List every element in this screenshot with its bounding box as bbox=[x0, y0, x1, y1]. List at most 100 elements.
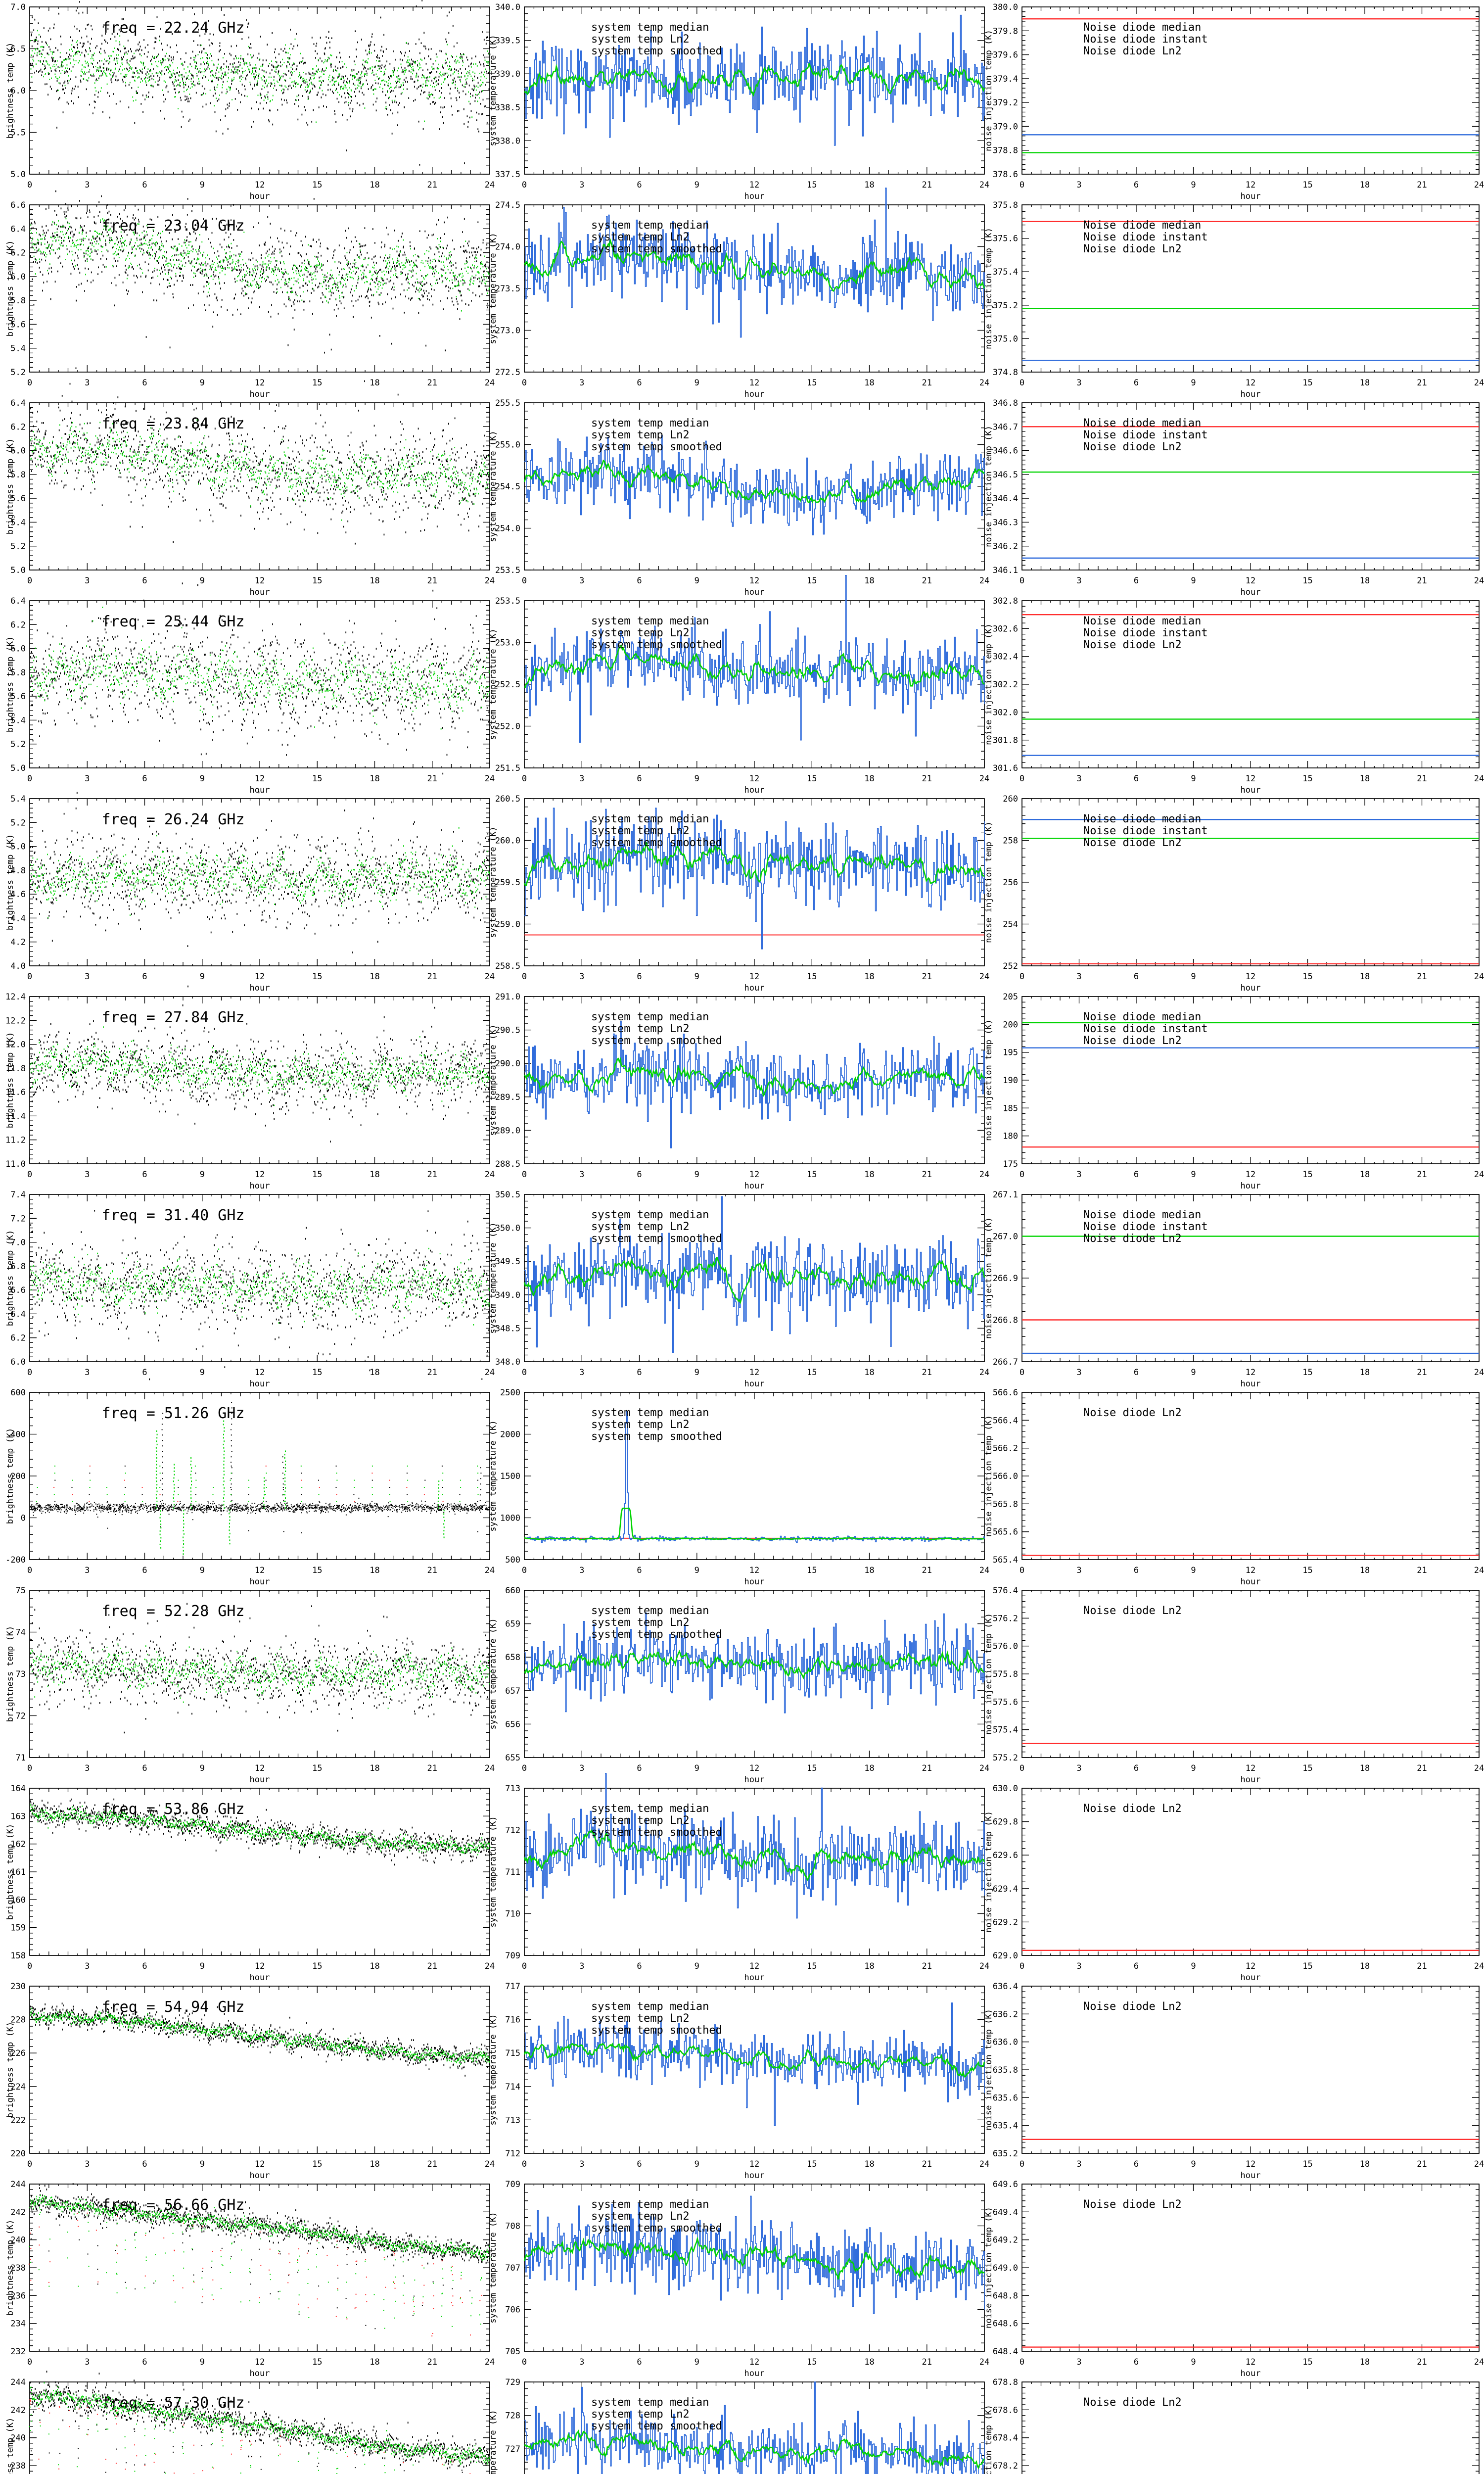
scatter-black bbox=[30, 2002, 491, 2077]
scatter-green bbox=[30, 2382, 491, 2466]
x-tick-label: 24 bbox=[979, 378, 989, 388]
y-tick-label: 180 bbox=[1003, 1132, 1018, 1142]
panel-row8-system: 0 3 6 9 12 15 18 21 24 hour 500 1000 1500 2000 2500 sys… bbox=[488, 1388, 989, 1587]
x-tick-label: 15 bbox=[312, 1368, 322, 1378]
panel-row1-noise: 0 3 6 9 12 15 18 21 24 hour 378.6 378.8 379.0 379.2 37… bbox=[984, 2, 1484, 201]
legend-entry: Noise diode instant bbox=[1083, 1221, 1208, 1233]
x-tick-label: 9 bbox=[695, 1961, 699, 1971]
y-tick-label: 649.2 bbox=[993, 2236, 1018, 2245]
x-tick-label: 21 bbox=[427, 1961, 437, 1971]
legend-entry: Noise diode median bbox=[1083, 1209, 1201, 1221]
x-tick-label: 18 bbox=[864, 576, 874, 586]
x-tick-label: 15 bbox=[807, 1961, 817, 1971]
x-tick-label: 9 bbox=[1191, 2357, 1196, 2367]
legend-entry: system temp median bbox=[591, 1407, 709, 1419]
x-tick-label: 15 bbox=[312, 378, 322, 388]
y-axis-label: noise injection temp (K) bbox=[984, 2207, 994, 2329]
y-axis-label: system temperature (K) bbox=[488, 1420, 498, 1531]
x-tick-label: 3 bbox=[579, 1368, 584, 1378]
scatter-black bbox=[30, 0, 491, 166]
y-axis-label: system temperature (K) bbox=[488, 35, 498, 146]
x-tick-label: 24 bbox=[979, 180, 989, 190]
x-axis-ticks bbox=[29, 7, 490, 174]
x-tick-label: 12 bbox=[255, 1566, 265, 1575]
y-tick-label: 648.4 bbox=[993, 2347, 1018, 2357]
x-axis-label: hour bbox=[1241, 1379, 1261, 1389]
y-tick-label: 258.5 bbox=[495, 961, 520, 971]
panel-title: freq = 27.84 GHz bbox=[102, 1009, 245, 1026]
y-tick-label: 6.6 bbox=[10, 200, 26, 210]
y-tick-label: 11.0 bbox=[5, 1159, 26, 1169]
y-tick-label: 375.6 bbox=[993, 234, 1018, 244]
x-axis-ticks bbox=[1021, 2184, 1480, 2351]
y-tick-label: 565.6 bbox=[993, 1527, 1018, 1537]
y-tick-label: 6.6 bbox=[10, 1285, 26, 1295]
panel-row2-noise: 0 3 6 9 12 15 18 21 24 hour 374.8 375.0 375.2 375.4 37… bbox=[984, 200, 1484, 399]
legend-entry: system temp Ln2 bbox=[591, 33, 690, 46]
y-tick-label: 195 bbox=[1003, 1048, 1018, 1058]
y-axis-label: brightness temp (K) bbox=[5, 834, 15, 930]
tsys-smoothed-line bbox=[523, 1057, 985, 1097]
x-axis-label: hour bbox=[744, 2369, 765, 2379]
legend-entry: Noise diode instant bbox=[1083, 33, 1208, 46]
y-axis-label: system temperature (K) bbox=[488, 430, 498, 542]
x-tick-label: 9 bbox=[200, 2357, 205, 2367]
x-tick-label: 18 bbox=[1360, 1566, 1370, 1575]
y-tick-label: 635.2 bbox=[993, 2149, 1018, 2159]
x-tick-label: 12 bbox=[255, 180, 265, 190]
legend-entry: Noise diode instant bbox=[1083, 627, 1208, 639]
x-tick-label: 3 bbox=[1076, 180, 1081, 190]
legend-entry: system temp median bbox=[591, 2396, 709, 2409]
panel-row6-noise: 0 3 6 9 12 15 18 21 24 hour 175 180 185 190 195 200 205 n… bbox=[984, 992, 1484, 1191]
y-axis-label: system temperature (K) bbox=[488, 2212, 498, 2323]
x-axis-ticks bbox=[29, 2382, 490, 2389]
plot-frame bbox=[29, 1590, 490, 1758]
x-tick-label: 21 bbox=[427, 180, 437, 190]
x-tick-label: 6 bbox=[1134, 2159, 1139, 2169]
y-tick-label: 339.0 bbox=[495, 69, 520, 79]
y-tick-label: 575.4 bbox=[993, 1725, 1018, 1735]
y-tick-label: 200 bbox=[1003, 1020, 1018, 1030]
y-tick-label: -200 bbox=[5, 1555, 26, 1565]
y-tick-label: 6.2 bbox=[10, 248, 26, 258]
panel-row5-system: 0 3 6 9 12 15 18 21 24 hour 258.5 259.0 259.5 260.0 26… bbox=[488, 794, 989, 993]
x-tick-label: 0 bbox=[522, 1566, 527, 1575]
x-axis-label: hour bbox=[744, 1181, 765, 1191]
y-axis-label: brightness temp (K) bbox=[5, 1824, 15, 1920]
x-tick-label: 18 bbox=[370, 2357, 379, 2367]
y-tick-label: 400 bbox=[10, 1430, 26, 1440]
x-tick-label: 18 bbox=[864, 1170, 874, 1180]
y-tick-label: 337.5 bbox=[495, 170, 520, 180]
y-axis-ticks bbox=[30, 402, 490, 571]
legend-entry: system temp smoothed bbox=[591, 1628, 722, 1641]
x-tick-label: 9 bbox=[200, 1170, 205, 1180]
x-tick-label: 6 bbox=[1134, 1763, 1139, 1773]
x-tick-label: 9 bbox=[695, 972, 699, 982]
x-tick-label: 12 bbox=[1246, 2357, 1255, 2367]
x-tick-label: 0 bbox=[522, 2357, 527, 2367]
x-tick-label: 21 bbox=[1417, 1566, 1427, 1575]
legend-entry: system temp smoothed bbox=[591, 441, 722, 453]
x-axis-ticks bbox=[29, 205, 490, 372]
x-axis-label: hour bbox=[744, 1577, 765, 1587]
y-tick-label: 657 bbox=[505, 1686, 520, 1696]
x-tick-label: 12 bbox=[1246, 774, 1255, 784]
x-tick-label: 12 bbox=[749, 972, 759, 982]
y-axis-ticks bbox=[524, 1590, 984, 1758]
legend-entry: Noise diode Ln2 bbox=[1083, 1803, 1182, 1815]
plot-frame bbox=[29, 6, 490, 175]
y-tick-label: 5.4 bbox=[10, 518, 26, 527]
tsys-smoothed-line bbox=[524, 1507, 985, 1540]
y-tick-label: 5.8 bbox=[10, 668, 26, 678]
y-tick-label: 5.0 bbox=[10, 842, 26, 852]
x-tick-label: 21 bbox=[922, 576, 932, 586]
y-tick-label: 72 bbox=[16, 1712, 26, 1721]
y-tick-label: 636.4 bbox=[993, 1982, 1018, 1992]
x-tick-label: 21 bbox=[1417, 378, 1427, 388]
x-tick-label: 24 bbox=[1474, 576, 1484, 586]
y-tick-label: 7.4 bbox=[10, 1190, 26, 1200]
scatter-black bbox=[30, 2371, 491, 2470]
panel-row2-brightness: 0 3 6 9 12 15 18 21 24 hour 5.2 5.4 5.6 5.8 6.0 6.2 6.4 6… bbox=[5, 190, 495, 399]
y-tick-label: 636.2 bbox=[993, 2009, 1018, 2019]
